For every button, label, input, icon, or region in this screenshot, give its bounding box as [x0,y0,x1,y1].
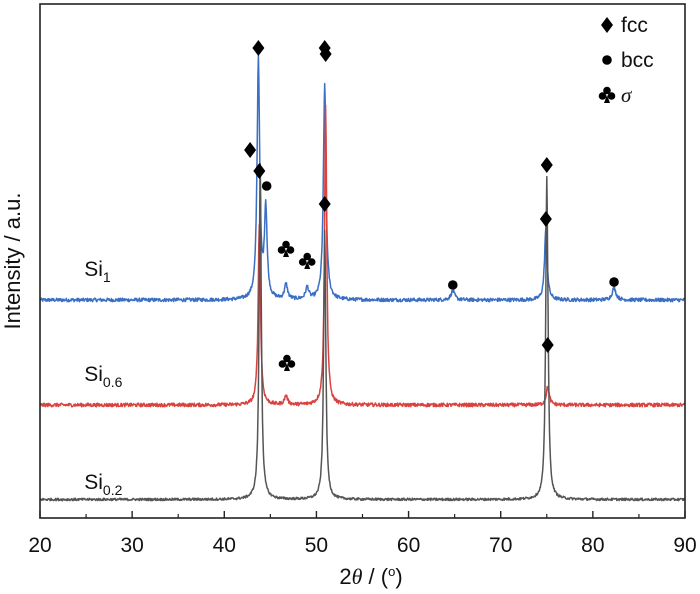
x-tick-label: 50 [305,534,328,557]
x-tick-label: 60 [397,534,420,557]
sigma-club-marker [298,252,316,269]
y-axis-label: Intensity / a.u. [0,193,25,330]
fcc-diamond-marker [319,46,332,62]
bcc-circle-marker [602,55,612,65]
fcc-diamond-marker [244,142,257,158]
series-label: Si0.6 [84,363,122,390]
x-axis-label-unit: o [388,564,395,579]
x-tick-label: 30 [120,534,143,557]
legend: fcc bcc σ [598,14,654,107]
sigma-club-marker [598,86,616,103]
x-tick-label: 70 [489,534,512,557]
sigma-club-marker [277,240,295,257]
x-axis-label-symbol: θ [352,564,363,589]
bcc-circle-marker [609,277,619,287]
series-trace [39,163,686,502]
x-axis-ticks: 20 30 40 50 60 70 80 90 [28,511,697,557]
x-axis-label-suffix: / ( [362,564,388,589]
plot-markers [244,40,619,371]
plot-frame [39,3,686,519]
x-axis-label-close: ) [395,564,402,589]
x-tick-label: 20 [28,534,51,557]
x-axis-label-prefix: 2 [339,564,351,589]
x-tick-label: 80 [581,534,604,557]
fcc-diamond-marker [601,17,613,33]
fcc-diamond-marker [253,163,266,179]
series-trace [39,104,686,408]
x-axis-label: 2θ / (o) [339,564,402,589]
fcc-diamond-marker [540,157,553,173]
fcc-diamond-marker [318,196,331,212]
x-tick-label: 90 [673,534,696,557]
series-labels: Si1 Si0.6 Si0.2 [84,258,122,498]
series-trace [39,54,686,303]
legend-entry-label: bcc [621,49,654,72]
fcc-diamond-marker [541,337,554,353]
series-label: Si0.2 [84,471,122,498]
fcc-diamond-marker [252,40,265,56]
legend-entry-label: fcc [621,14,648,37]
sigma-club-marker [278,354,296,371]
series-label: Si1 [84,258,111,285]
bcc-circle-marker [448,280,458,290]
fcc-diamond-marker [539,211,552,227]
x-tick-label: 40 [213,534,236,557]
plot-traces [39,54,686,502]
bcc-circle-marker [261,181,272,191]
legend-entry-label: σ [621,83,633,107]
